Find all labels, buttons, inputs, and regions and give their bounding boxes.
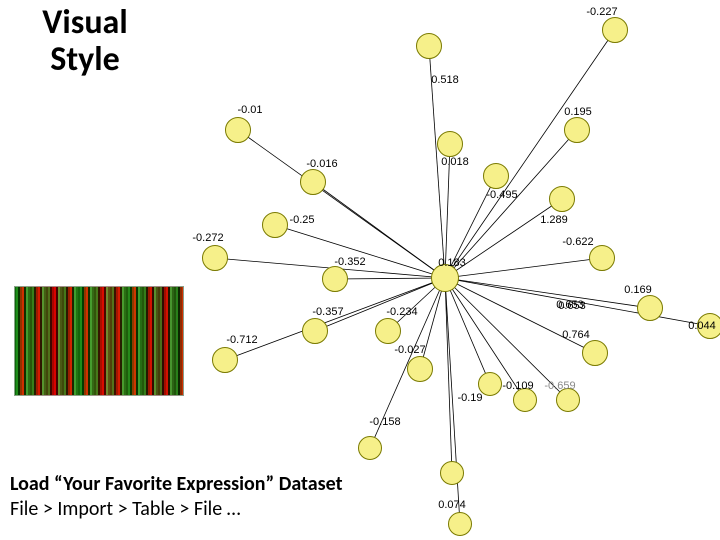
title-line-1: Visual <box>42 2 127 43</box>
edge-label: 0.074 <box>438 499 466 511</box>
edge-label: -0.357 <box>312 306 343 318</box>
instruction-line-2: File > Import > Table > File … <box>10 497 343 522</box>
network-node <box>483 163 509 189</box>
edge-label: -0.158 <box>369 416 400 428</box>
edge-label: 0.018 <box>441 156 469 168</box>
edge-label: -0.352 <box>334 256 365 268</box>
edge-label: -0.19 <box>457 392 482 404</box>
edge-label: -0.622 <box>562 236 593 248</box>
network-node <box>437 131 463 157</box>
instruction-text: Load “Your Favorite Expression” Dataset … <box>10 472 343 522</box>
network-node <box>637 295 663 321</box>
network-node <box>407 356 433 382</box>
network-node <box>302 318 328 344</box>
network-diagram: 0.518 -0.227 -0.01 -0.016 0.018 -0.495 1.289 0.… <box>170 0 720 540</box>
network-node <box>589 245 615 271</box>
edge-label: 0.653 <box>558 300 586 312</box>
network-node <box>212 347 238 373</box>
edge-label: -0.109 <box>502 380 533 392</box>
edge-label: 0.764 <box>562 329 590 341</box>
network-node <box>448 512 472 536</box>
network-node <box>375 318 401 344</box>
network-node <box>300 169 326 195</box>
edge-label: -0.25 <box>289 214 314 226</box>
edge-label: 0.044 <box>688 320 716 332</box>
network-node <box>582 340 608 366</box>
network-node <box>202 245 228 271</box>
edge-label: -0.01 <box>237 104 262 116</box>
hub-label: 0.183 <box>438 257 466 269</box>
edge-label: -0.027 <box>394 344 425 356</box>
network-node <box>602 17 628 43</box>
network-node <box>358 436 382 460</box>
edge-label: -0.227 <box>586 6 617 18</box>
edge-label: -0.272 <box>192 232 223 244</box>
title-line-2: Style <box>50 39 119 80</box>
edge-label: -0.234 <box>386 306 417 318</box>
edge-label: -0.712 <box>226 334 257 346</box>
network-node <box>564 117 590 143</box>
network-node <box>262 212 288 238</box>
network-node <box>416 33 442 59</box>
edge-label: -0.659 <box>544 380 575 392</box>
network-node <box>322 266 348 292</box>
heatmap-thumbnail <box>14 286 184 396</box>
edge-label: -0.016 <box>306 158 337 170</box>
edge-label: 1.289 <box>540 214 568 226</box>
network-node <box>440 461 464 485</box>
network-node <box>225 117 251 143</box>
edge-label: 0.518 <box>431 74 459 86</box>
edge-label: 0.169 <box>624 284 652 296</box>
instruction-line-1: Load “Your Favorite Expression” Dataset <box>10 472 343 497</box>
edge-label: -0.495 <box>486 189 517 201</box>
edge-label: 0.195 <box>564 106 592 118</box>
slide-title: Visual Style <box>20 4 150 79</box>
network-node <box>549 186 575 212</box>
